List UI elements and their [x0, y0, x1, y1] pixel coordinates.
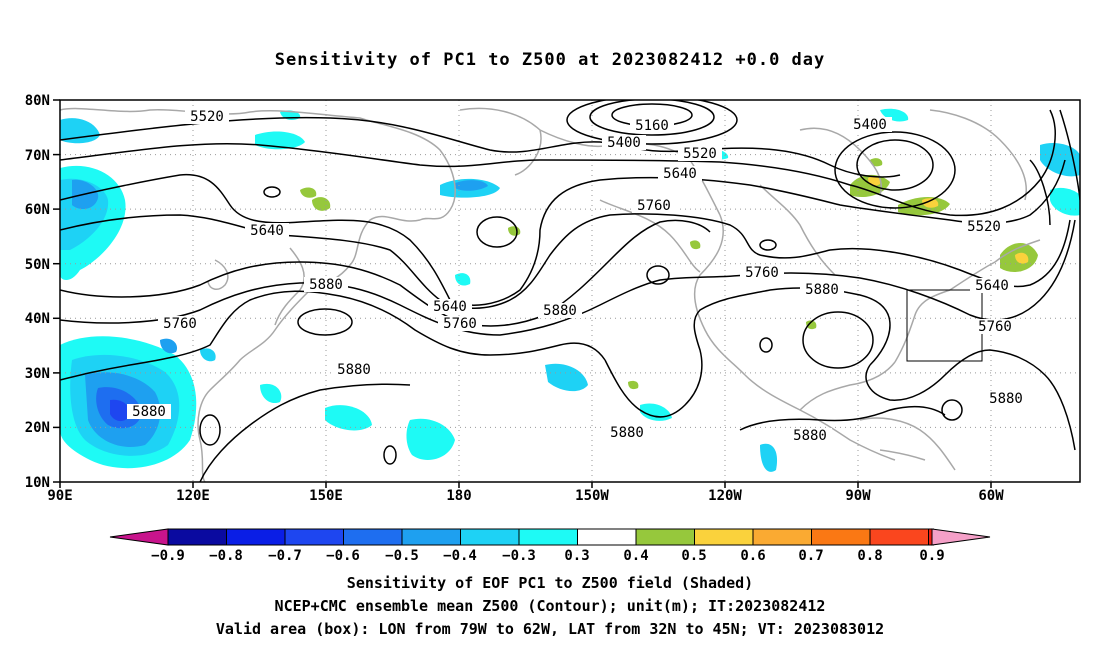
colorbar-label: 0.3	[564, 548, 589, 564]
lon-label: 60W	[978, 488, 1004, 504]
contour-label: 5640	[975, 278, 1009, 294]
contour-label: 5880	[793, 428, 827, 444]
colorbar-label: −0.4	[443, 548, 477, 564]
contour-label: 5640	[250, 223, 284, 239]
colorbar-cell	[635, 528, 695, 546]
contour-label: 5400	[607, 135, 641, 151]
contour-label: 5640	[663, 166, 697, 182]
lon-label: 150W	[575, 488, 609, 504]
map-title: Sensitivity of PC1 to Z500 at 2023082412…	[274, 50, 826, 70]
colorbar-cell	[811, 528, 871, 546]
lat-label: 10N	[25, 475, 50, 491]
colorbar-cell	[752, 528, 812, 546]
colorbar-label: 0.7	[798, 548, 823, 564]
lon-label: 120W	[708, 488, 742, 504]
colorbar-label: −0.3	[502, 548, 536, 564]
lat-label: 50N	[25, 257, 50, 273]
z500-contours	[60, 100, 1080, 482]
contour-label: 5760	[163, 316, 197, 332]
colorbar-cell	[931, 528, 991, 546]
colorbar-cell	[167, 528, 227, 546]
contour-label: 5760	[443, 316, 477, 332]
lat-label: 70N	[25, 148, 50, 164]
lon-label: 180	[446, 488, 471, 504]
colorbar-cell	[694, 528, 754, 546]
contour-label: 5880	[989, 391, 1023, 407]
lon-label: 90W	[845, 488, 871, 504]
lat-label: 80N	[25, 93, 50, 109]
colorbar-label: −0.6	[326, 548, 360, 564]
colorbar-label: −0.5	[385, 548, 419, 564]
lon-label: 120E	[176, 488, 210, 504]
lat-label: 20N	[25, 420, 50, 436]
contour-label: 5640	[433, 299, 467, 315]
lat-label: 40N	[25, 311, 50, 327]
contour-label: 5760	[978, 319, 1012, 335]
colorbar-cell	[226, 528, 286, 546]
gridlines	[60, 100, 1080, 482]
contour-label: 5880	[309, 277, 343, 293]
lat-label: 60N	[25, 202, 50, 218]
colorbar	[109, 528, 991, 546]
colorbar-cell	[869, 528, 929, 546]
coastlines	[60, 107, 1041, 482]
colorbar-cell	[518, 528, 578, 546]
lat-axis-labels: 80N 70N 60N 50N 40N 30N 20N 10N	[25, 93, 50, 491]
colorbar-cell	[343, 528, 403, 546]
colorbar-label: 0.5	[681, 548, 706, 564]
colorbar-cell	[109, 528, 169, 546]
contour-label: 5880	[132, 404, 166, 420]
plot-frame	[59, 99, 1081, 483]
contour-label: 5760	[637, 198, 671, 214]
caption-line-2: NCEP+CMC ensemble mean Z500 (Contour); u…	[274, 597, 826, 615]
colorbar-label: −0.8	[209, 548, 243, 564]
valid-area-box	[906, 289, 983, 362]
caption-line-3: Valid area (box): LON from 79W to 62W, L…	[215, 620, 885, 638]
contour-label: 5880	[337, 362, 371, 378]
colorbar-labels: −0.9 −0.8 −0.7 −0.6 −0.5 −0.4 −0.3 0.3 0…	[151, 548, 945, 564]
caption-line-1: Sensitivity of EOF PC1 to Z500 field (Sh…	[346, 574, 754, 592]
colorbar-cell	[577, 528, 637, 546]
contour-label: 5520	[967, 219, 1001, 235]
lat-label: 30N	[25, 366, 50, 382]
colorbar-label: −0.9	[151, 548, 185, 564]
contour-label: 5520	[683, 146, 717, 162]
colorbar-label: 0.6	[740, 548, 765, 564]
contour-label: 5160	[635, 118, 669, 134]
contour-label: 5880	[543, 303, 577, 319]
colorbar-label: 0.4	[623, 548, 648, 564]
colorbar-label: −0.7	[268, 548, 302, 564]
contour-label: 5880	[610, 425, 644, 441]
contour-label: 5760	[745, 265, 779, 281]
colorbar-label: 0.9	[919, 548, 944, 564]
axis-ticks	[53, 99, 992, 488]
sensitivity-shading	[60, 108, 1080, 472]
lon-label: 90E	[47, 488, 72, 504]
colorbar-cell	[284, 528, 344, 546]
colorbar-cell	[401, 528, 461, 546]
contour-labels: 5520 5160 5400 5520 5640 5400 5640 5760 …	[127, 109, 1028, 444]
contour-label: 5400	[853, 117, 887, 133]
colorbar-label: 0.8	[857, 548, 882, 564]
contour-label: 5520	[190, 109, 224, 125]
lon-axis-labels: 90E 120E 150E 180 150W 120W 90W 60W	[47, 488, 1004, 504]
contour-label: 5880	[805, 282, 839, 298]
colorbar-cell	[460, 528, 520, 546]
lon-label: 150E	[309, 488, 343, 504]
